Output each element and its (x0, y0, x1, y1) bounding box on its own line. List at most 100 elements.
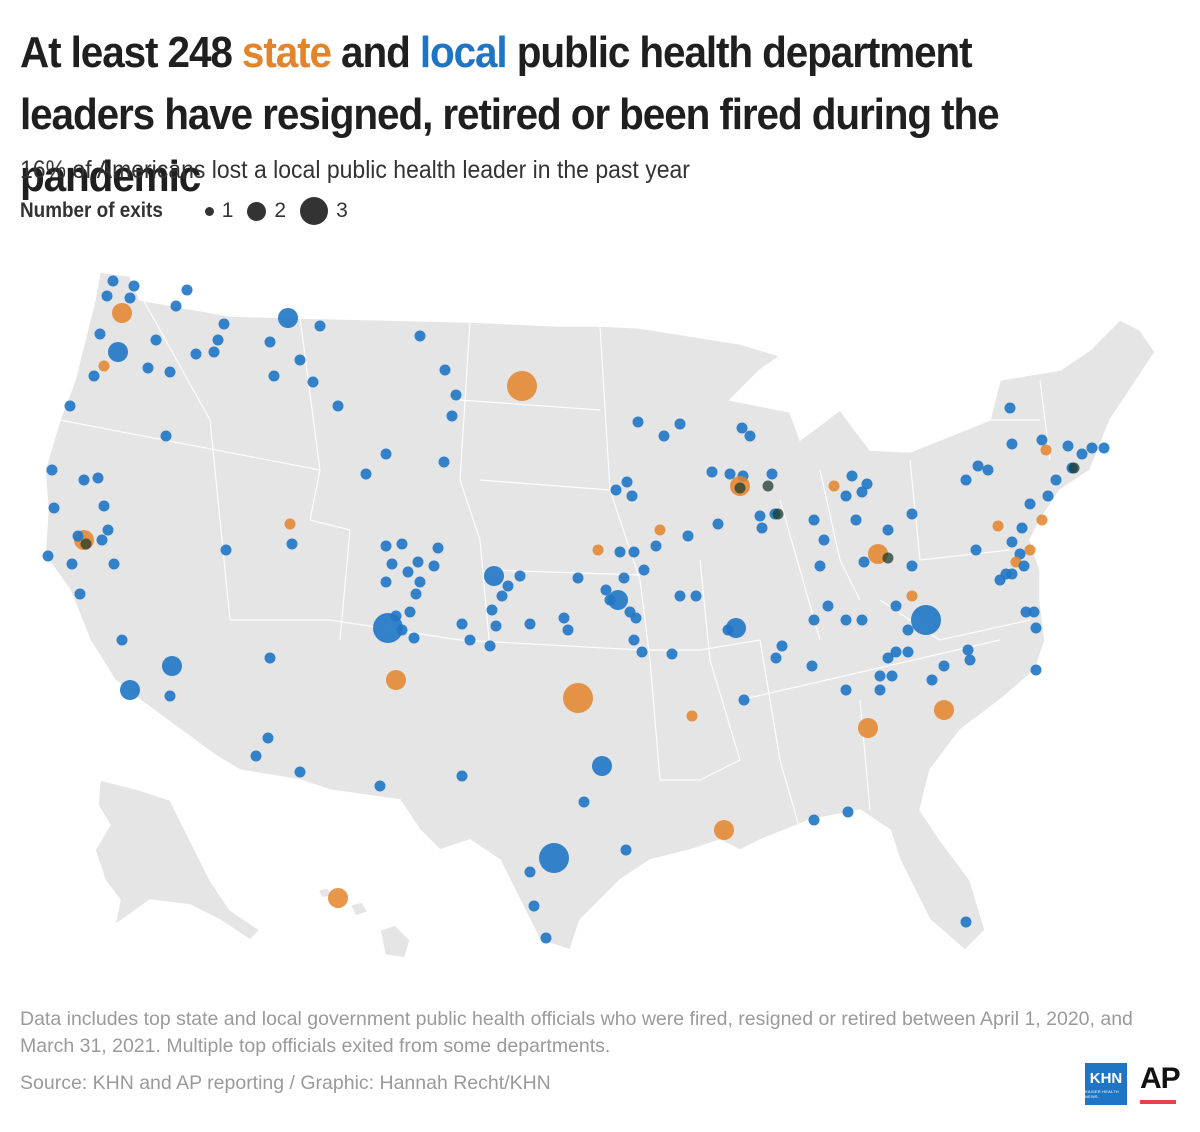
local-exit-marker (66, 558, 78, 570)
local-exit-marker (456, 770, 468, 782)
local-exit-marker (818, 534, 830, 546)
local-exit-marker (88, 370, 100, 382)
local-exit-marker (972, 460, 984, 472)
local-exit-marker (464, 634, 476, 646)
state-exit-marker (328, 888, 348, 908)
local-exit-marker (1006, 438, 1018, 450)
local-exit-marker (164, 690, 176, 702)
local-exit-marker (890, 646, 902, 658)
local-exit-marker (1028, 606, 1040, 618)
local-exit-marker (650, 540, 662, 552)
local-exit-marker (484, 566, 504, 586)
local-exit-marker (1020, 606, 1032, 618)
local-exit-marker (410, 588, 422, 600)
local-exit-marker (600, 584, 612, 596)
local-exit-marker (496, 590, 508, 602)
local-exit-marker (1062, 440, 1074, 452)
overlap-exit-marker (882, 552, 894, 564)
local-exit-marker (396, 624, 408, 636)
local-exit-marker (386, 558, 398, 570)
state-exit-marker (906, 590, 918, 602)
local-exit-marker (490, 620, 502, 632)
local-exit-marker (408, 632, 420, 644)
local-exit-marker (286, 538, 298, 550)
source: Source: KHN and AP reporting / Graphic: … (20, 1072, 551, 1094)
local-exit-marker (456, 618, 468, 630)
local-exit-marker (160, 430, 172, 442)
state-exit-marker (686, 710, 698, 722)
local-exit-marker (1042, 490, 1054, 502)
local-exit-marker (926, 674, 938, 686)
local-exit-marker (682, 530, 694, 542)
footnote: Data includes top state and local govern… (20, 1008, 1133, 1057)
local-exit-marker (1006, 536, 1018, 548)
local-exit-marker (618, 572, 630, 584)
local-exit-marker (902, 646, 914, 658)
khn-logo: KHN KAISER HEALTH NEWS (1085, 1063, 1127, 1105)
headline-state-word: state (241, 28, 332, 77)
state-exit-marker (507, 371, 537, 401)
local-exit-marker (1004, 402, 1016, 414)
state-exit-marker (934, 700, 954, 720)
local-exit-marker (840, 490, 852, 502)
local-exit-marker (626, 490, 638, 502)
local-exit-marker (101, 290, 113, 302)
ap-logo-underline (1140, 1100, 1176, 1104)
local-exit-marker (882, 652, 894, 664)
local-exit-marker (108, 558, 120, 570)
local-exit-marker (806, 660, 818, 672)
overlap-exit-marker (1068, 462, 1080, 474)
local-exit-marker (1036, 434, 1048, 446)
local-exit-marker (404, 606, 416, 618)
local-exit-marker (630, 612, 642, 624)
local-exit-marker (722, 624, 734, 636)
hawaii-1 (379, 924, 411, 959)
local-exit-marker (42, 550, 54, 562)
local-exit-marker (874, 670, 886, 682)
overlap-exit-marker (762, 480, 774, 492)
local-exit-marker (1030, 622, 1042, 634)
local-exit-marker (666, 648, 678, 660)
local-exit-marker (592, 756, 612, 776)
local-exit-marker (314, 320, 326, 332)
local-exit-marker (446, 410, 458, 422)
local-exit-marker (380, 448, 392, 460)
local-exit-marker (558, 612, 570, 624)
local-exit-marker (911, 605, 941, 635)
local-exit-marker (120, 680, 140, 700)
headline-part1: At least 248 (20, 28, 242, 77)
local-exit-marker (744, 430, 756, 442)
headline: At least 248 state and local public heal… (20, 22, 1092, 208)
local-exit-marker (890, 600, 902, 612)
local-exit-marker (294, 354, 306, 366)
legend-item-3: 3 (300, 197, 348, 225)
state-exit-marker (112, 303, 132, 323)
local-exit-marker (514, 570, 526, 582)
local-exit-marker (628, 634, 640, 646)
local-exit-marker (938, 660, 950, 672)
khn-logo-text: KHN (1089, 1069, 1123, 1087)
local-exit-marker (1076, 448, 1088, 460)
local-exit-marker (264, 652, 276, 664)
legend-item-2: 2 (247, 199, 286, 223)
local-exit-marker (102, 524, 114, 536)
local-exit-marker (170, 300, 182, 312)
local-exit-marker (822, 600, 834, 612)
local-exit-marker (450, 389, 462, 401)
headline-part3: public health department leaders have re… (20, 28, 1000, 201)
local-exit-marker (856, 614, 868, 626)
state-exit-marker (592, 544, 604, 556)
local-exit-marker (373, 613, 403, 643)
alaska (94, 779, 262, 941)
legend: Number of exits 1 2 3 (20, 196, 348, 226)
local-exit-marker (414, 330, 426, 342)
local-exit-marker (632, 416, 644, 428)
state-exit-marker (1036, 514, 1048, 526)
legend-title: Number of exits (20, 199, 163, 222)
local-exit-marker (48, 502, 60, 514)
local-exit-marker (982, 464, 994, 476)
legend-item-1: 1 (204, 199, 233, 223)
local-exit-marker (776, 640, 788, 652)
subtitle: 16% of Americans lost a local public hea… (20, 156, 690, 184)
local-exit-marker (621, 476, 633, 488)
